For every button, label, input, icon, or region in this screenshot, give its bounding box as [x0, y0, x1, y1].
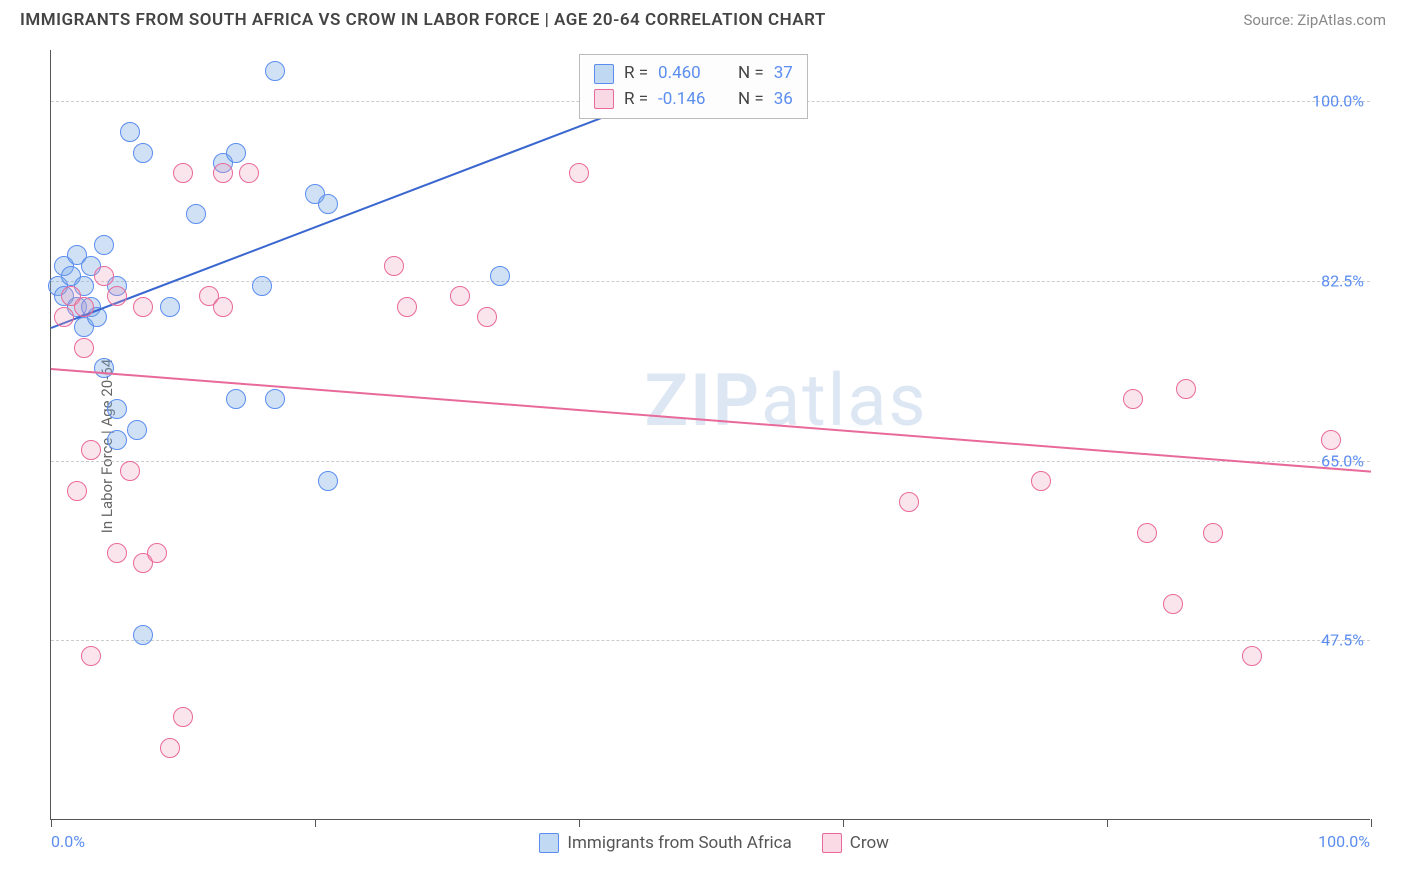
scatter-point [1321, 430, 1341, 450]
watermark: ZIPatlas [645, 358, 928, 443]
scatter-point [186, 204, 206, 224]
scatter-point [107, 543, 127, 563]
scatter-point [74, 297, 94, 317]
scatter-point [120, 122, 140, 142]
gridline [51, 640, 1370, 641]
x-tick [51, 819, 52, 827]
swatch-icon [594, 89, 614, 109]
scatter-point [107, 286, 127, 306]
scatter-point [81, 440, 101, 460]
scatter-point [450, 286, 470, 306]
y-tick-label: 47.5% [1321, 631, 1364, 650]
x-tick [579, 819, 580, 827]
x-max-label: 100.0% [1318, 832, 1370, 851]
trend-line [51, 368, 1371, 473]
scatter-point [54, 307, 74, 327]
scatter-point [147, 543, 167, 563]
scatter-point [127, 420, 147, 440]
scatter-point [569, 163, 589, 183]
scatter-point [94, 266, 114, 286]
swatch-icon [594, 64, 614, 84]
scatter-point [899, 492, 919, 512]
x-tick [1107, 819, 1108, 827]
scatter-point [81, 646, 101, 666]
scatter-point [107, 399, 127, 419]
scatter-point [173, 163, 193, 183]
scatter-point [160, 297, 180, 317]
scatter-point [107, 430, 127, 450]
y-tick-label: 100.0% [1312, 92, 1364, 111]
scatter-point [490, 266, 510, 286]
scatter-point [133, 297, 153, 317]
scatter-point [1137, 523, 1157, 543]
series-legend: Immigrants from South Africa Crow [539, 833, 889, 853]
legend-item: Immigrants from South Africa [539, 833, 791, 853]
scatter-point [239, 163, 259, 183]
stats-row: R =0.460N =37 [594, 61, 793, 87]
x-tick [843, 819, 844, 827]
scatter-point [1031, 471, 1051, 491]
scatter-point [226, 143, 246, 163]
swatch-icon [539, 833, 559, 853]
scatter-point [1176, 379, 1196, 399]
legend-item: Crow [822, 833, 889, 853]
scatter-point [1242, 646, 1262, 666]
stats-legend: R =0.460N =37R =-0.146N =36 [579, 54, 808, 119]
scatter-point [160, 738, 180, 758]
scatter-point [173, 707, 193, 727]
scatter-point [318, 194, 338, 214]
scatter-point [1123, 389, 1143, 409]
scatter-point [133, 625, 153, 645]
gridline [51, 461, 1370, 462]
scatter-point [397, 297, 417, 317]
scatter-point [133, 143, 153, 163]
scatter-point [67, 481, 87, 501]
scatter-point [213, 297, 233, 317]
y-tick-label: 82.5% [1321, 272, 1364, 291]
x-min-label: 0.0% [51, 832, 85, 851]
title-bar: IMMIGRANTS FROM SOUTH AFRICA VS CROW IN … [0, 0, 1406, 40]
scatter-point [252, 276, 272, 296]
swatch-icon [822, 833, 842, 853]
scatter-point [265, 389, 285, 409]
stats-row: R =-0.146N =36 [594, 87, 793, 113]
plot-area: ZIPatlas 47.5%65.0%82.5%100.0%0.0%100.0%… [50, 50, 1370, 820]
scatter-point [94, 358, 114, 378]
chart-title: IMMIGRANTS FROM SOUTH AFRICA VS CROW IN … [20, 10, 826, 30]
scatter-point [213, 163, 233, 183]
scatter-point [477, 307, 497, 327]
scatter-point [94, 235, 114, 255]
x-tick [315, 819, 316, 827]
scatter-point [226, 389, 246, 409]
scatter-point [74, 338, 94, 358]
x-tick [1371, 819, 1372, 827]
scatter-point [1203, 523, 1223, 543]
scatter-point [318, 471, 338, 491]
gridline [51, 281, 1370, 282]
source-label: Source: ZipAtlas.com [1243, 11, 1386, 29]
scatter-point [120, 461, 140, 481]
scatter-point [384, 256, 404, 276]
scatter-point [265, 61, 285, 81]
scatter-point [1163, 594, 1183, 614]
